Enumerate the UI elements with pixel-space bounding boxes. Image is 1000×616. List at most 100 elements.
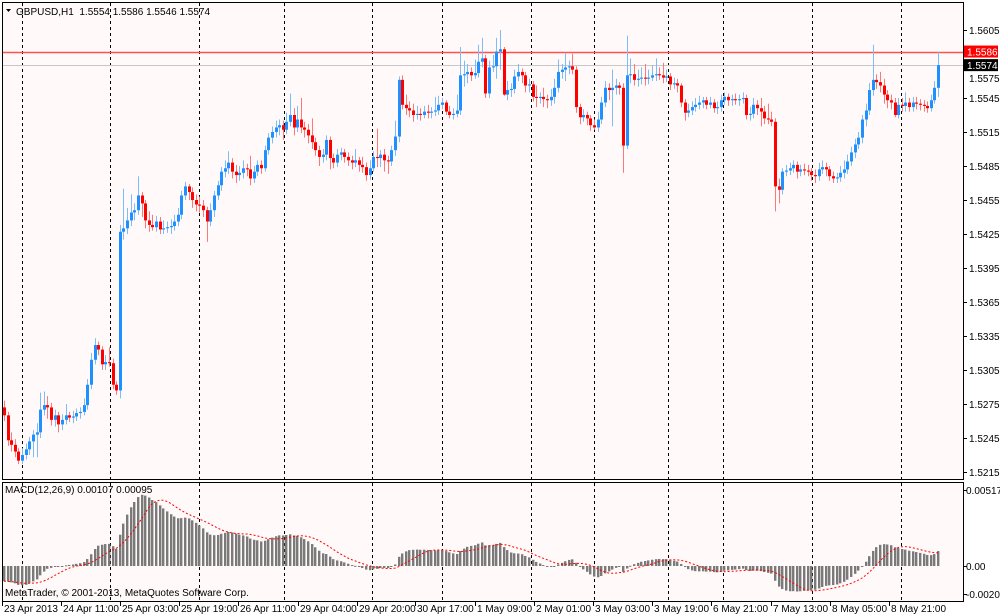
candle-body: [238, 172, 241, 176]
macd-bar: [256, 540, 259, 566]
candle-body: [119, 231, 122, 391]
candle-body: [897, 104, 900, 115]
candle: [184, 181, 187, 200]
candle: [427, 104, 430, 119]
candle: [937, 51, 940, 97]
macd-bar: [846, 566, 849, 580]
time-label: 25 Apr 19:00: [181, 604, 238, 615]
macd-bar: [119, 534, 122, 566]
candle-body: [557, 71, 560, 88]
candle-body: [749, 113, 752, 115]
candle: [271, 126, 274, 144]
candle: [296, 105, 299, 132]
candle-body: [343, 152, 346, 157]
candle: [778, 178, 781, 204]
candle: [894, 98, 897, 118]
macd-bar: [227, 531, 230, 566]
candle-body: [14, 444, 17, 452]
candle: [713, 99, 716, 113]
candle: [260, 160, 263, 174]
macd-bar: [875, 547, 878, 566]
candle: [43, 391, 46, 416]
candle-body: [488, 67, 491, 94]
candle: [904, 92, 907, 112]
triangle-down-icon[interactable]: [6, 9, 11, 12]
candle: [264, 145, 267, 172]
time-label: 26 Apr 11:00: [240, 604, 296, 615]
candle-body: [503, 49, 506, 95]
macd-bar: [151, 500, 154, 566]
candle: [658, 67, 661, 80]
price-label: 1.5365: [969, 298, 1000, 309]
macd-bar: [524, 555, 527, 566]
candle: [774, 118, 777, 212]
main-pane[interactable]: [2, 2, 964, 480]
macd-bar: [535, 561, 538, 566]
macd-bar: [437, 550, 440, 566]
candle-body: [629, 74, 632, 76]
macd-bar: [818, 566, 821, 589]
time-label: 25 Apr 03:00: [122, 604, 179, 615]
candle-body: [832, 176, 835, 179]
macd-bar: [673, 560, 676, 566]
candle-body: [912, 102, 915, 108]
candle: [141, 192, 144, 217]
macd-bar: [517, 553, 520, 566]
candle-body: [213, 195, 216, 211]
candle: [528, 78, 531, 93]
candle: [890, 94, 893, 110]
candle: [365, 162, 368, 181]
candle-body: [180, 195, 183, 215]
macd-bar: [608, 566, 611, 572]
macd-bar: [195, 522, 198, 566]
macd-indicator: [3, 494, 940, 592]
candle: [195, 194, 198, 212]
candle-body: [915, 102, 918, 104]
candle: [626, 35, 629, 149]
candle: [915, 96, 918, 110]
candle: [857, 132, 860, 149]
candle-body: [224, 168, 227, 172]
candle: [387, 155, 390, 174]
candle-body: [3, 407, 6, 416]
candle-body: [369, 168, 372, 176]
candle: [499, 30, 502, 70]
macd-bar: [731, 566, 734, 570]
time-label: 2 May 01:00: [536, 604, 591, 615]
candle: [75, 408, 78, 421]
candle: [756, 100, 759, 115]
candle: [238, 166, 241, 181]
candle: [513, 69, 516, 94]
candle-body: [582, 115, 585, 118]
candle-body: [322, 154, 325, 157]
time-label: 24 Apr 11:00: [63, 604, 119, 615]
candle-body: [296, 119, 299, 128]
candle-body: [742, 98, 745, 100]
macd-bar: [767, 566, 770, 573]
candle-body: [188, 186, 191, 193]
candle-body: [535, 96, 538, 98]
macd-bar: [209, 534, 212, 566]
time-axis[interactable]: 23 Apr 2013 24 Apr 11:00 25 Apr 03:00 25 Ap…: [2, 601, 947, 615]
candle-body: [803, 169, 806, 171]
candle-body: [137, 195, 140, 211]
macd-bar: [108, 543, 111, 566]
macd-bar: [383, 566, 386, 568]
candle: [510, 83, 513, 97]
candle-body: [94, 345, 97, 360]
time-label: 6 May 21:00: [713, 604, 768, 615]
price-axis[interactable]: 1.5605 1.5575 1.5545 1.5515 1.5485 1.5455 1.54…: [963, 26, 1000, 479]
candle-body: [785, 170, 788, 172]
candle: [814, 169, 817, 183]
candle: [662, 62, 665, 84]
macd-bar: [933, 554, 936, 566]
candle: [535, 85, 538, 108]
candle: [861, 115, 864, 144]
ask-price-tag: [964, 45, 998, 58]
time-label: 29 Apr 04:00: [300, 604, 357, 615]
macd-bar: [568, 559, 571, 566]
macd-bar: [459, 550, 462, 566]
macd-bar: [622, 566, 625, 572]
